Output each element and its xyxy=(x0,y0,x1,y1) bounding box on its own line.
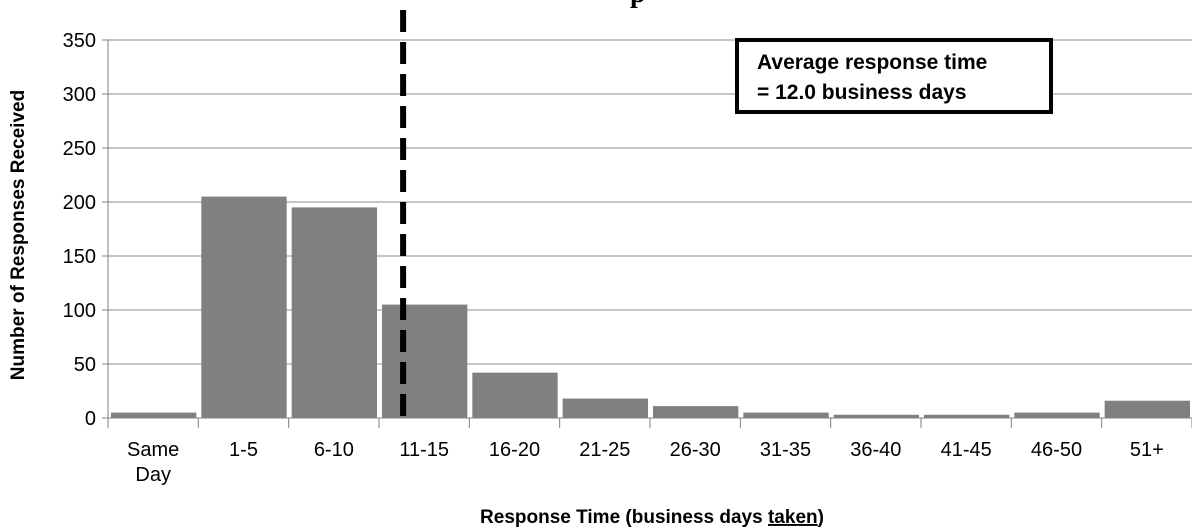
bar xyxy=(743,412,829,418)
annotation-line-1: Average response time xyxy=(757,51,988,74)
bar xyxy=(291,207,377,418)
average-annotation-box: Average response time = 12.0 business da… xyxy=(735,38,1053,114)
x-tick-label: 26-30 xyxy=(670,439,721,461)
x-tick-label: 1-5 xyxy=(229,439,258,461)
x-axis-label-prefix: Response Time (business days xyxy=(480,507,768,528)
chart-title-fragment: p xyxy=(630,0,646,9)
bar xyxy=(111,412,197,418)
x-tick-label: 46-50 xyxy=(1031,439,1082,461)
bar xyxy=(1014,412,1100,418)
y-tick-label: 100 xyxy=(63,300,96,322)
y-tick-label: 50 xyxy=(74,354,96,376)
annotation-line-2: = 12.0 business days xyxy=(757,81,967,104)
x-axis: Same Day 1-5 6-10 11-15 16-20 21-25 26-30 31-35 3… xyxy=(107,417,1192,486)
bar xyxy=(833,414,919,418)
bar xyxy=(472,372,558,418)
x-tick-label: 16-20 xyxy=(489,439,540,461)
y-tick-label: 300 xyxy=(63,84,96,106)
y-tick-label: 350 xyxy=(63,30,96,52)
x-tick-label: 21-25 xyxy=(579,439,630,461)
x-tick-label: 6-10 xyxy=(314,439,354,461)
y-tick-label: 150 xyxy=(63,246,96,268)
x-tick-label: 11-15 xyxy=(399,439,449,461)
x-axis-label-underlined: taken xyxy=(768,507,818,528)
y-axis-label: Number of Responses Received xyxy=(8,90,29,380)
x-tick-label: 51+ xyxy=(1130,439,1164,461)
gridlines xyxy=(108,39,1192,365)
x-tick-label: Same Day xyxy=(127,439,179,486)
y-axis: 0 50 100 150 200 250 300 350 xyxy=(63,30,109,430)
bars xyxy=(111,196,1190,418)
bar xyxy=(382,304,468,418)
bar xyxy=(562,398,648,418)
x-tick-label: 31-35 xyxy=(760,439,811,461)
x-axis-label: Response Time (business days taken) xyxy=(480,507,824,528)
bar xyxy=(1104,400,1190,418)
bar xyxy=(924,414,1010,418)
y-tick-label: 0 xyxy=(85,408,96,430)
y-tick-label: 250 xyxy=(63,138,96,160)
x-tick-label: 36-40 xyxy=(850,439,901,461)
bar xyxy=(201,196,287,418)
y-tick-label: 200 xyxy=(63,192,96,214)
x-tick-label: 41-45 xyxy=(941,439,992,461)
x-axis-label-suffix: ) xyxy=(818,507,824,528)
bar xyxy=(653,406,739,418)
